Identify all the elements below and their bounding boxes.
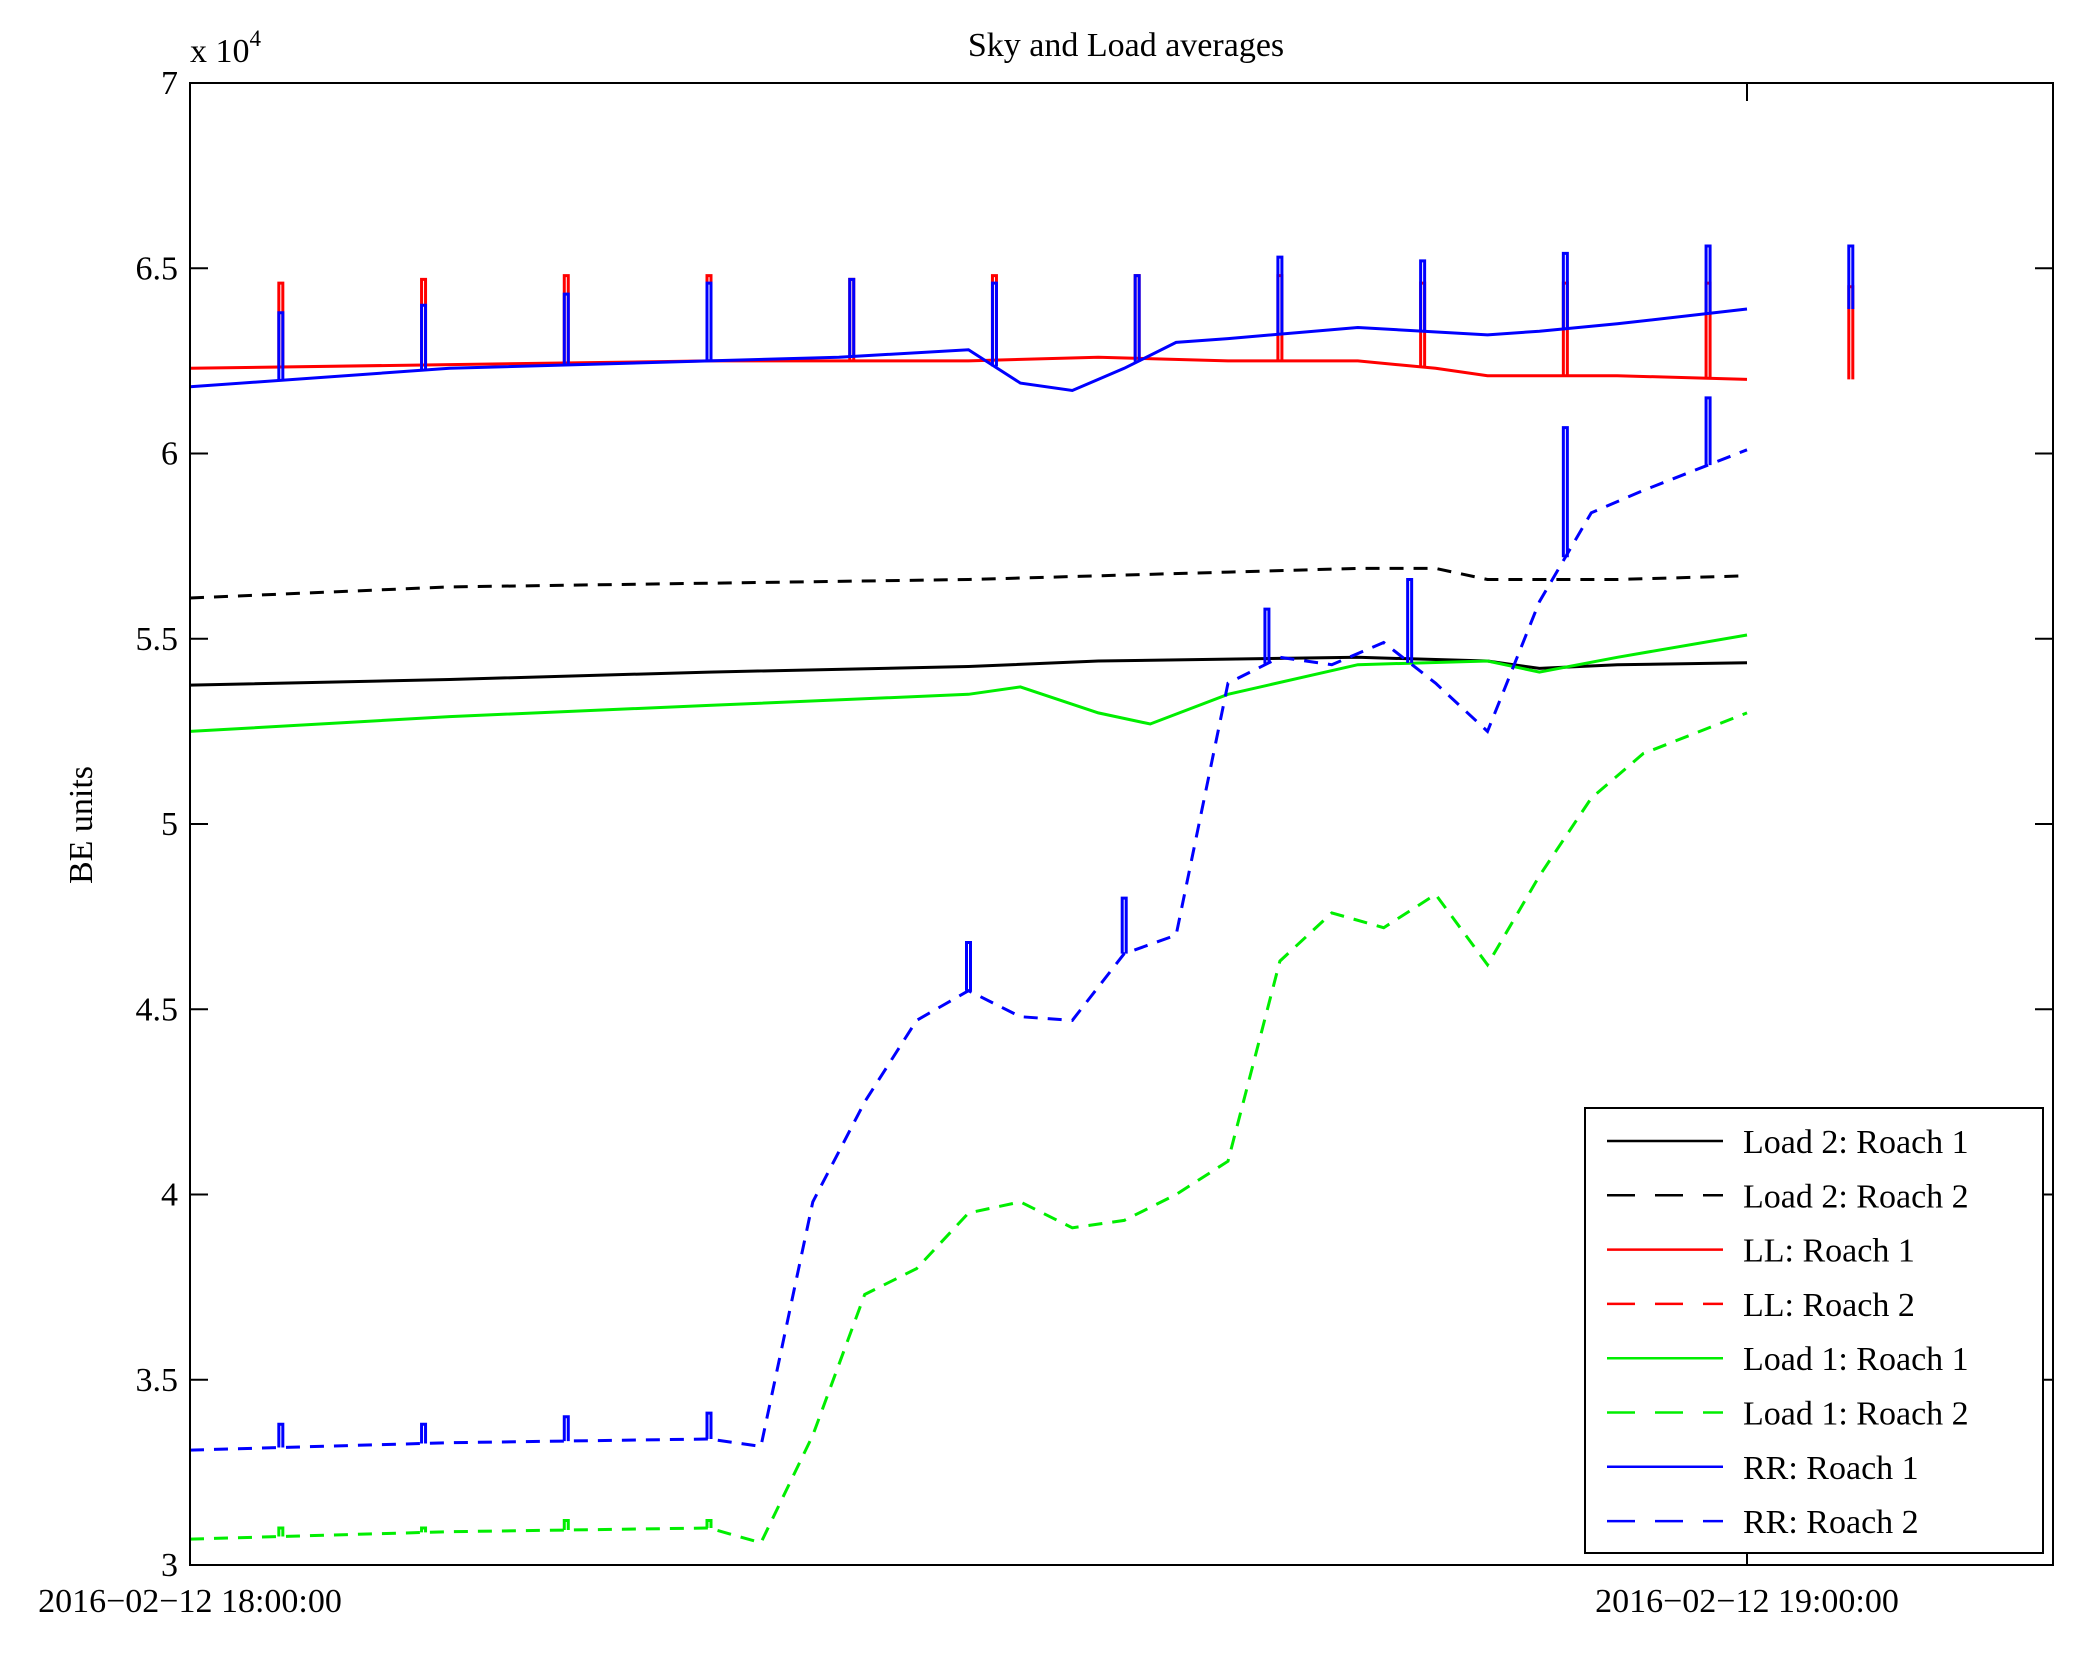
series-line-2 xyxy=(190,566,1748,600)
y-tick-label: 3.5 xyxy=(136,1362,179,1399)
y-axis-ticks: 3 3.5 4 4.5 5 5.5 6 6.5 7 xyxy=(136,65,2053,1584)
y-axis-exponent-base: x 10 xyxy=(190,33,250,70)
series-spike-6 xyxy=(562,1519,570,1530)
series-layer xyxy=(190,244,1855,1545)
series-spike-7 xyxy=(990,281,998,367)
series-spike-8 xyxy=(1561,426,1569,558)
series-spike-3 xyxy=(1704,281,1712,379)
y-tick-label: 5.5 xyxy=(136,621,179,658)
legend: Load 2: Roach 1 Load 2: Roach 2 LL: Roach … xyxy=(1584,1107,2044,1554)
series-spike-8 xyxy=(1704,396,1712,466)
legend-label: RR: Roach 1 xyxy=(1743,1450,1919,1487)
legend-box xyxy=(1584,1107,2044,1554)
y-tick-label: 3 xyxy=(161,1547,178,1584)
legend-label: RR: Roach 2 xyxy=(1743,1504,1919,1541)
series-spike-6 xyxy=(420,1526,428,1533)
series-spike-8 xyxy=(1406,577,1414,663)
series-spike-8 xyxy=(420,1422,428,1444)
series-spike-7 xyxy=(1276,255,1284,335)
y-tick-label: 7 xyxy=(161,65,178,102)
series-spike-7 xyxy=(277,311,285,381)
y-axis-exponent-power: 4 xyxy=(250,26,262,51)
series-spike-8 xyxy=(965,941,972,991)
series-spike-6 xyxy=(277,1526,285,1537)
series-spike-7 xyxy=(562,292,570,365)
y-axis-label: BE units xyxy=(63,766,100,884)
series-spike-8 xyxy=(1120,896,1128,954)
x-tick-label: 2016−02−12 19:00:00 xyxy=(1595,1583,1899,1620)
series-line-6 xyxy=(190,711,1748,1545)
series-spike-7 xyxy=(1847,244,1855,310)
legend-label: Load 1: Roach 2 xyxy=(1743,1396,1969,1433)
series-spike-8 xyxy=(277,1422,285,1448)
series-spike-8 xyxy=(1263,607,1271,664)
y-tick-label: 6.5 xyxy=(136,250,179,287)
y-tick-label: 6 xyxy=(161,436,178,473)
y-axis-exponent: x 104 xyxy=(190,26,262,70)
legend-label: Load 2: Roach 1 xyxy=(1743,1124,1969,1161)
series-spike-7 xyxy=(848,277,856,357)
legend-label: Load 2: Roach 2 xyxy=(1743,1178,1969,1215)
series-line-5 xyxy=(190,633,1748,733)
y-tick-label: 5 xyxy=(161,806,178,843)
series-line-8 xyxy=(190,448,1748,1452)
series-spike-8 xyxy=(562,1415,570,1442)
y-tick-label: 4.5 xyxy=(136,991,179,1028)
series-spike-6 xyxy=(705,1519,713,1528)
series-spike-7 xyxy=(1133,274,1141,362)
series-spike-7 xyxy=(1704,244,1712,314)
y-tick-label: 4 xyxy=(161,1177,178,1214)
x-tick-label: 2016−02−12 18:00:00 xyxy=(38,1583,342,1620)
series-spike-8 xyxy=(705,1411,713,1440)
chart-title: Sky and Load averages xyxy=(968,27,1284,64)
legend-label: LL: Roach 2 xyxy=(1743,1287,1915,1324)
x-axis-ticks: 2016−02−12 18:00:00 2016−02−12 19:00:00 xyxy=(38,83,1899,1620)
series-spike-7 xyxy=(420,303,428,371)
series-spike-3 xyxy=(1847,285,1855,380)
legend-label: Load 1: Roach 1 xyxy=(1743,1341,1969,1378)
legend-label: LL: Roach 1 xyxy=(1743,1233,1915,1270)
series-spike-7 xyxy=(1419,259,1427,332)
series-spike-7 xyxy=(705,281,713,361)
series-line-7 xyxy=(190,307,1748,393)
series-spike-7 xyxy=(1561,251,1569,329)
